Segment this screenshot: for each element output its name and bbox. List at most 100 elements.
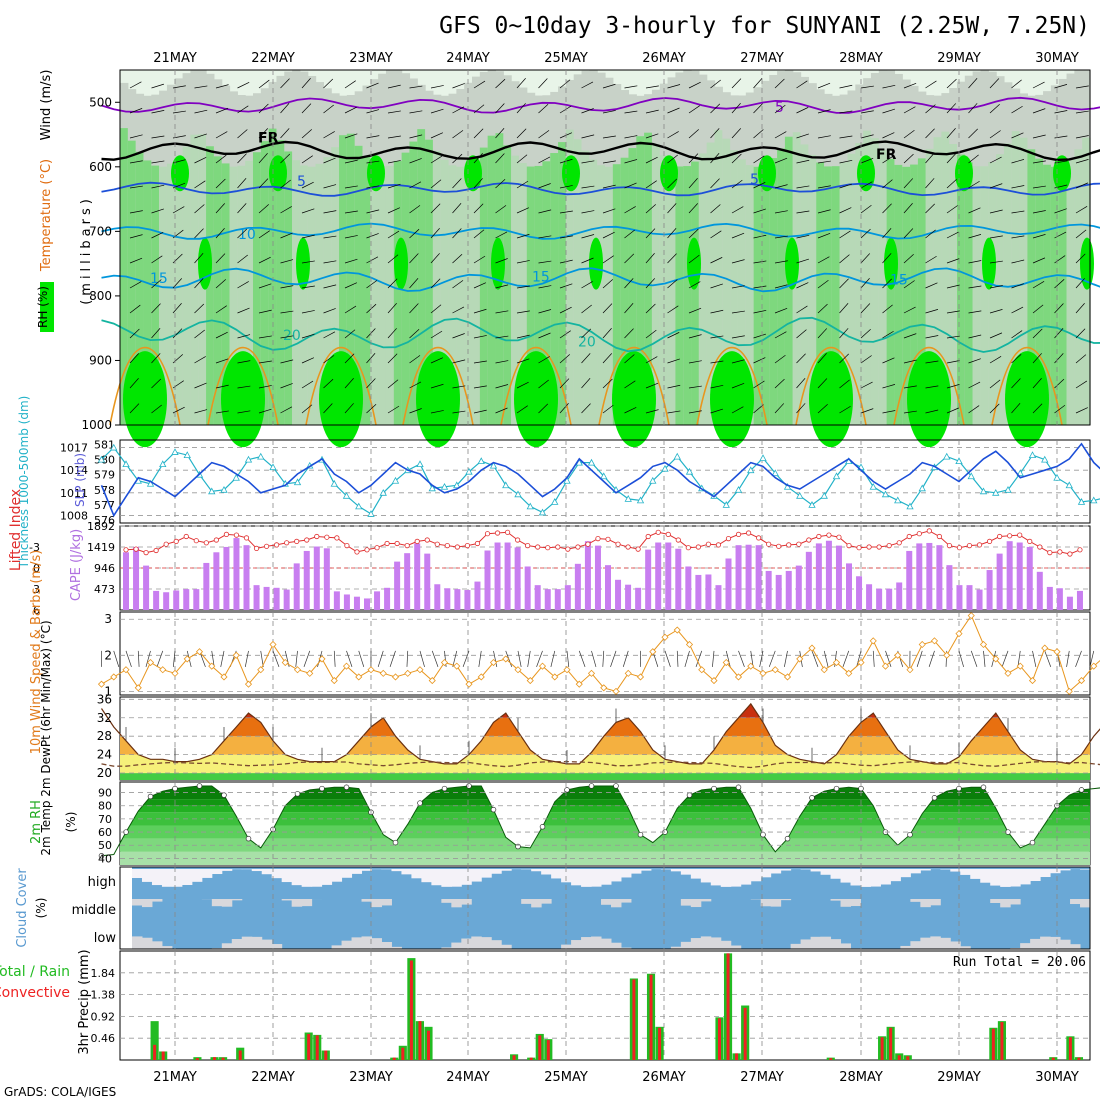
wind-barb bbox=[578, 650, 586, 668]
upper-wind-barb bbox=[817, 303, 828, 314]
cloud-high-clear bbox=[970, 869, 981, 879]
isotherm-label: 5 bbox=[297, 174, 306, 190]
upper-wind-barb bbox=[624, 303, 634, 314]
upper-wind-barb bbox=[473, 255, 486, 264]
li-marker bbox=[203, 540, 209, 546]
upper-wind-barb bbox=[495, 178, 506, 189]
upper-wind-barb bbox=[473, 360, 487, 364]
upper-wind-barb bbox=[194, 180, 206, 189]
thickness-marker bbox=[661, 464, 669, 472]
temp-axis-label: 2m Temp 2m DewPt (6hr Min/Max) (°C) bbox=[39, 620, 53, 855]
upper-wind-barb bbox=[129, 257, 143, 264]
upper-wind-barb bbox=[581, 403, 591, 414]
wind-speed-marker bbox=[281, 658, 289, 667]
wind-speed-marker bbox=[747, 662, 755, 670]
rh-band bbox=[120, 799, 1090, 806]
cape-bar bbox=[353, 596, 360, 610]
upper-wind-barb bbox=[280, 285, 294, 289]
li-marker bbox=[1067, 551, 1073, 557]
upper-wind-barb bbox=[1075, 253, 1086, 264]
cloud-high-clear bbox=[291, 869, 303, 886]
upper-wind-barb bbox=[968, 310, 982, 314]
wind-speed-marker bbox=[257, 666, 265, 674]
cloud-high-clear bbox=[311, 869, 323, 887]
wind-barb bbox=[536, 650, 543, 668]
cloud-high-clear bbox=[271, 869, 283, 879]
li-marker bbox=[826, 532, 832, 538]
rh-cell-mid bbox=[714, 130, 723, 425]
upper-wind-barb bbox=[194, 382, 207, 389]
thickness-marker bbox=[293, 478, 302, 486]
upper-wind-barb bbox=[387, 160, 401, 164]
upper-wind-barb bbox=[495, 407, 508, 414]
precip-total-bar bbox=[150, 1021, 159, 1060]
li-marker bbox=[1037, 544, 1043, 550]
wind-speed-marker bbox=[759, 669, 767, 677]
upper-wind-barb bbox=[774, 403, 785, 414]
isotherm-25 bbox=[207, 346, 279, 426]
wind-barb bbox=[113, 650, 120, 668]
upper-wind-barb bbox=[1032, 353, 1042, 364]
upper-wind-barb bbox=[237, 281, 249, 289]
li-marker bbox=[645, 533, 651, 540]
upper-wind-barb bbox=[323, 131, 335, 139]
upper-wind-barb bbox=[387, 303, 397, 314]
upper-wind-barb bbox=[430, 253, 440, 264]
rh-cell-mid bbox=[675, 166, 684, 425]
upper-wind-barb bbox=[172, 278, 183, 289]
rh-cell-mid bbox=[487, 135, 497, 425]
upper-wind-barb bbox=[323, 184, 337, 189]
cloud-high-clear bbox=[780, 869, 792, 871]
isotherm-label: 5 bbox=[775, 100, 784, 116]
wind-barb bbox=[172, 650, 176, 667]
cape-bar bbox=[1016, 542, 1023, 610]
wind-speed-marker bbox=[857, 658, 865, 667]
cloud-high-clear bbox=[730, 869, 742, 887]
rh-tick-label: 70 bbox=[98, 813, 112, 826]
wind-speed-marker bbox=[587, 669, 596, 677]
upper-wind-barb bbox=[280, 206, 292, 214]
rh-cell-bright bbox=[319, 351, 363, 448]
upper-wind-barb bbox=[129, 378, 139, 389]
upper-wind-barb bbox=[903, 106, 916, 114]
upper-wind-barb bbox=[710, 153, 720, 164]
wind-barb bbox=[125, 650, 132, 668]
upper-wind-barb bbox=[731, 359, 745, 364]
rh-cell-mid bbox=[284, 151, 293, 425]
upper-wind-barb bbox=[237, 105, 249, 114]
wind-speed-marker bbox=[1028, 676, 1037, 685]
pressure-tick-label: 800 bbox=[89, 289, 112, 303]
upper-wind-barb bbox=[237, 254, 248, 264]
cape-bar bbox=[384, 587, 391, 610]
upper-wind-barb bbox=[387, 230, 400, 239]
cloud-low-gap bbox=[611, 942, 622, 949]
wind-speed-marker bbox=[612, 687, 620, 695]
upper-wind-barb bbox=[344, 235, 358, 239]
upper-wind-barb bbox=[946, 284, 960, 289]
thickness-marker bbox=[881, 490, 890, 498]
upper-wind-barb bbox=[344, 80, 356, 89]
rh-cell-bright bbox=[514, 351, 558, 448]
upper-wind-barb bbox=[194, 356, 206, 364]
li-marker bbox=[233, 532, 240, 538]
upper-wind-barb bbox=[839, 405, 851, 414]
upper-wind-barb bbox=[624, 135, 638, 139]
wind-speed-marker bbox=[918, 640, 926, 649]
cloud-low-gap bbox=[1060, 939, 1071, 949]
upper-wind-barb bbox=[452, 228, 462, 239]
upper-wind-barb bbox=[710, 408, 724, 414]
cape-bar bbox=[675, 548, 682, 610]
isotherm-label: 20 bbox=[578, 334, 596, 350]
upper-wind-barb bbox=[344, 185, 358, 189]
li-marker bbox=[414, 538, 420, 545]
rh-cell-mid bbox=[299, 165, 309, 425]
cloud-high-clear bbox=[1000, 869, 1011, 887]
rh-cell-mid bbox=[612, 164, 622, 425]
upper-wind-barb bbox=[452, 333, 465, 339]
rh-cell-mid bbox=[847, 153, 856, 425]
upper-wind-barb bbox=[624, 328, 634, 339]
upper-wind-barb bbox=[430, 155, 443, 164]
cloud-high-clear bbox=[501, 869, 512, 871]
wind-speed-marker bbox=[355, 673, 363, 681]
thickness-marker bbox=[955, 457, 963, 465]
